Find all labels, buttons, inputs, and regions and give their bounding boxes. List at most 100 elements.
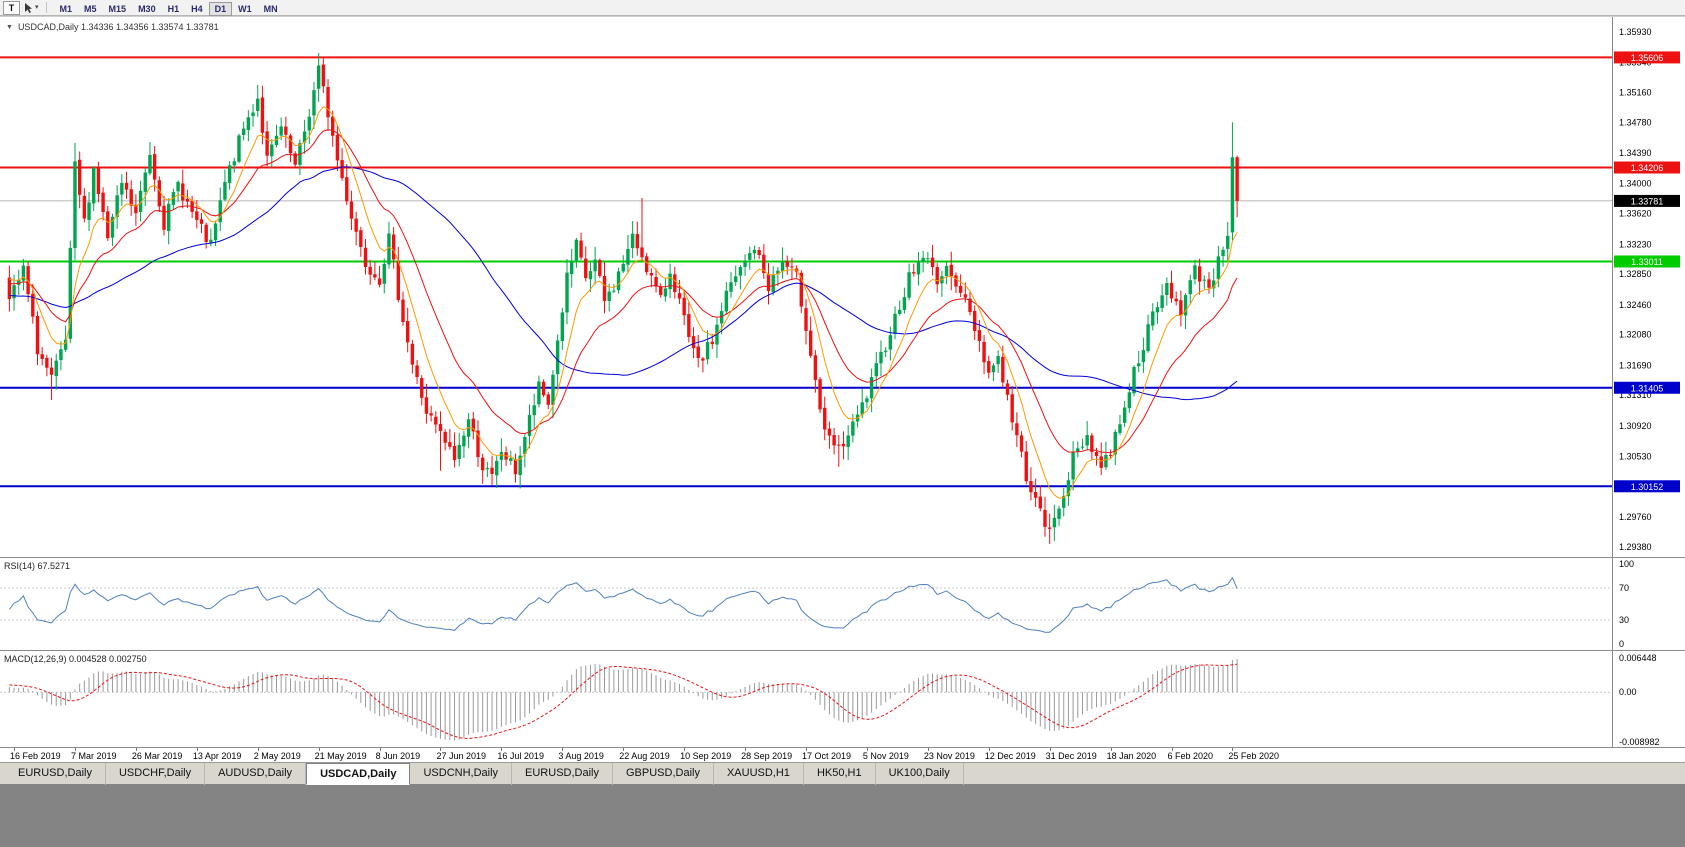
date-tick bbox=[1110, 748, 1112, 751]
svg-text:1.33620: 1.33620 bbox=[1619, 209, 1652, 219]
date-label: 2 May 2019 bbox=[253, 751, 301, 761]
chart-tab-eurusd-daily[interactable]: EURUSD,Daily bbox=[512, 763, 613, 785]
timeframe-button-w1[interactable]: W1 bbox=[232, 2, 258, 16]
chart-tab-gbpusd-daily[interactable]: GBPUSD,Daily bbox=[613, 763, 714, 785]
svg-text:1.34206: 1.34206 bbox=[1631, 163, 1664, 173]
date-tick bbox=[501, 748, 503, 751]
date-tick bbox=[684, 748, 686, 751]
timeframe-button-d1[interactable]: D1 bbox=[208, 1, 233, 16]
svg-text:1.34000: 1.34000 bbox=[1619, 179, 1652, 189]
date-tick bbox=[927, 748, 929, 751]
rsi-indicator-panel[interactable]: RSI(14) 67.5271 100 70 30 0 bbox=[0, 557, 1685, 651]
date-tick bbox=[14, 748, 16, 751]
date-label: 27 Jun 2019 bbox=[436, 751, 487, 761]
rsi-canvas: 100 70 30 0 bbox=[0, 558, 1685, 651]
svg-text:1.35930: 1.35930 bbox=[1619, 27, 1652, 37]
timeframe-button-m1[interactable]: M1 bbox=[54, 2, 79, 16]
ma-fast-line bbox=[9, 106, 1238, 499]
svg-text:1.32460: 1.32460 bbox=[1619, 300, 1652, 310]
chart-tabbar: EURUSD,Daily USDCHF,Daily AUDUSD,Daily USDC… bbox=[0, 762, 1685, 785]
svg-text:70: 70 bbox=[1619, 583, 1629, 593]
timeframe-button-h4[interactable]: H4 bbox=[185, 2, 209, 16]
svg-text:1.30152: 1.30152 bbox=[1631, 482, 1664, 492]
svg-text:1.32080: 1.32080 bbox=[1619, 330, 1652, 340]
chart-tab-usdcnh-daily[interactable]: USDCNH,Daily bbox=[410, 763, 513, 785]
svg-text:1.34390: 1.34390 bbox=[1619, 148, 1652, 158]
price-tag: 1.35606 bbox=[1614, 51, 1680, 64]
svg-text:1.31310: 1.31310 bbox=[1619, 390, 1652, 400]
chart-tab-usdcad-daily[interactable]: USDCAD,Daily bbox=[306, 763, 411, 785]
svg-text:1.32850: 1.32850 bbox=[1619, 269, 1652, 279]
chart-tab-xauusd-h1[interactable]: XAUUSD,H1 bbox=[714, 763, 804, 785]
date-tick bbox=[440, 748, 442, 751]
date-tick bbox=[318, 748, 320, 751]
legend-collapse-icon[interactable]: ▼ bbox=[6, 23, 13, 31]
macd-canvas: 0.006448 0.00 -0.008982 bbox=[0, 651, 1685, 748]
timeframe-button-m30[interactable]: M30 bbox=[132, 2, 162, 16]
svg-text:1.35606: 1.35606 bbox=[1631, 53, 1664, 63]
date-label: 10 Sep 2019 bbox=[680, 751, 732, 761]
svg-text:1.34780: 1.34780 bbox=[1619, 117, 1652, 127]
date-label: 5 Nov 2019 bbox=[862, 751, 909, 761]
price-scale[interactable]: 1.359301.355401.351601.347801.343901.340… bbox=[1612, 17, 1685, 558]
date-tick bbox=[1049, 748, 1051, 751]
svg-text:1.35160: 1.35160 bbox=[1619, 87, 1652, 97]
date-axis[interactable]: 16 Feb 2019 7 Mar 2019 26 Mar 2019 13 Apr 2… bbox=[0, 747, 1685, 762]
price-tag: 1.31405 bbox=[1614, 381, 1680, 394]
horizontal-lines[interactable] bbox=[0, 56, 1612, 488]
svg-text:1.30920: 1.30920 bbox=[1619, 421, 1652, 431]
price-tag: 1.34206 bbox=[1614, 161, 1680, 174]
timeframe-button-h1[interactable]: H1 bbox=[162, 2, 186, 16]
main-chart-panel[interactable]: ▼ USDCAD,Daily 1.34336 1.34356 1.33574 1… bbox=[0, 16, 1685, 558]
price-tag: 1.30152 bbox=[1614, 480, 1680, 493]
chart-type-button[interactable]: T bbox=[3, 0, 20, 15]
chart-tab-audusd-daily[interactable]: AUDUSD,Daily bbox=[205, 763, 307, 785]
svg-text:1.33011: 1.33011 bbox=[1631, 257, 1663, 267]
svg-text:1.31690: 1.31690 bbox=[1619, 360, 1652, 370]
svg-text:30: 30 bbox=[1619, 615, 1629, 625]
date-tick bbox=[806, 748, 807, 751]
date-label: 8 Jun 2019 bbox=[375, 751, 421, 761]
date-tick bbox=[562, 748, 564, 751]
timeframe-button-mn[interactable]: MN bbox=[258, 2, 284, 16]
date-tick bbox=[135, 748, 137, 751]
svg-text:1.29380: 1.29380 bbox=[1619, 542, 1652, 552]
timeframe-button-m5[interactable]: M5 bbox=[78, 2, 103, 16]
chart-tab-hk50-h1[interactable]: HK50,H1 bbox=[804, 763, 876, 785]
macd-histogram bbox=[8, 659, 1238, 741]
date-tick bbox=[379, 748, 381, 751]
date-label: 26 Mar 2019 bbox=[131, 751, 183, 761]
svg-text:100: 100 bbox=[1619, 559, 1634, 569]
candlestick-chart-canvas[interactable]: 1.359301.355401.351601.347801.343901.340… bbox=[0, 17, 1685, 558]
date-tick bbox=[866, 748, 868, 751]
price-tag: 1.33011 bbox=[1614, 255, 1680, 268]
macd-label: MACD(12,26,9) 0.004528 0.002750 bbox=[4, 654, 147, 664]
date-label: 12 Dec 2019 bbox=[984, 751, 1036, 761]
date-tick bbox=[1232, 748, 1234, 751]
svg-text:-0.008982: -0.008982 bbox=[1619, 737, 1660, 747]
rsi-label: RSI(14) 67.5271 bbox=[4, 561, 71, 571]
chart-tab-eurusd-daily[interactable]: EURUSD,Daily bbox=[5, 763, 106, 785]
chart-tab-uk100-daily[interactable]: UK100,Daily bbox=[876, 763, 964, 785]
date-label: 25 Feb 2020 bbox=[1228, 751, 1279, 761]
window-background bbox=[0, 784, 1685, 847]
ma-mid-line bbox=[9, 129, 1238, 454]
timeframe-buttons: M1 M5 M15 M30 H1 H4 D1 W1 MN bbox=[54, 0, 284, 17]
date-tick bbox=[74, 748, 76, 751]
date-label: 21 May 2019 bbox=[314, 751, 367, 761]
cursor-tool-button[interactable]: ▾ bbox=[23, 2, 39, 14]
svg-text:0.006448: 0.006448 bbox=[1619, 653, 1657, 663]
dropdown-arrow-icon[interactable]: ▾ bbox=[35, 3, 39, 11]
chart-tab-usdchf-daily[interactable]: USDCHF,Daily bbox=[106, 763, 206, 785]
svg-text:0: 0 bbox=[1619, 639, 1624, 649]
date-label: 7 Mar 2019 bbox=[70, 751, 117, 761]
svg-text:1.33230: 1.33230 bbox=[1619, 239, 1652, 249]
cursor-icon bbox=[25, 2, 32, 13]
toolbar: T ▾ M1 M5 M15 M30 H1 H4 D1 W1 MN bbox=[0, 0, 1685, 16]
date-tick bbox=[623, 748, 625, 751]
timeframe-button-m15[interactable]: M15 bbox=[103, 2, 133, 16]
svg-text:1.31405: 1.31405 bbox=[1631, 383, 1664, 393]
price-tag: 1.33781 bbox=[1614, 194, 1680, 207]
macd-indicator-panel[interactable]: MACD(12,26,9) 0.004528 0.002750 0.006448… bbox=[0, 650, 1685, 748]
candlestick-series bbox=[7, 53, 1239, 544]
